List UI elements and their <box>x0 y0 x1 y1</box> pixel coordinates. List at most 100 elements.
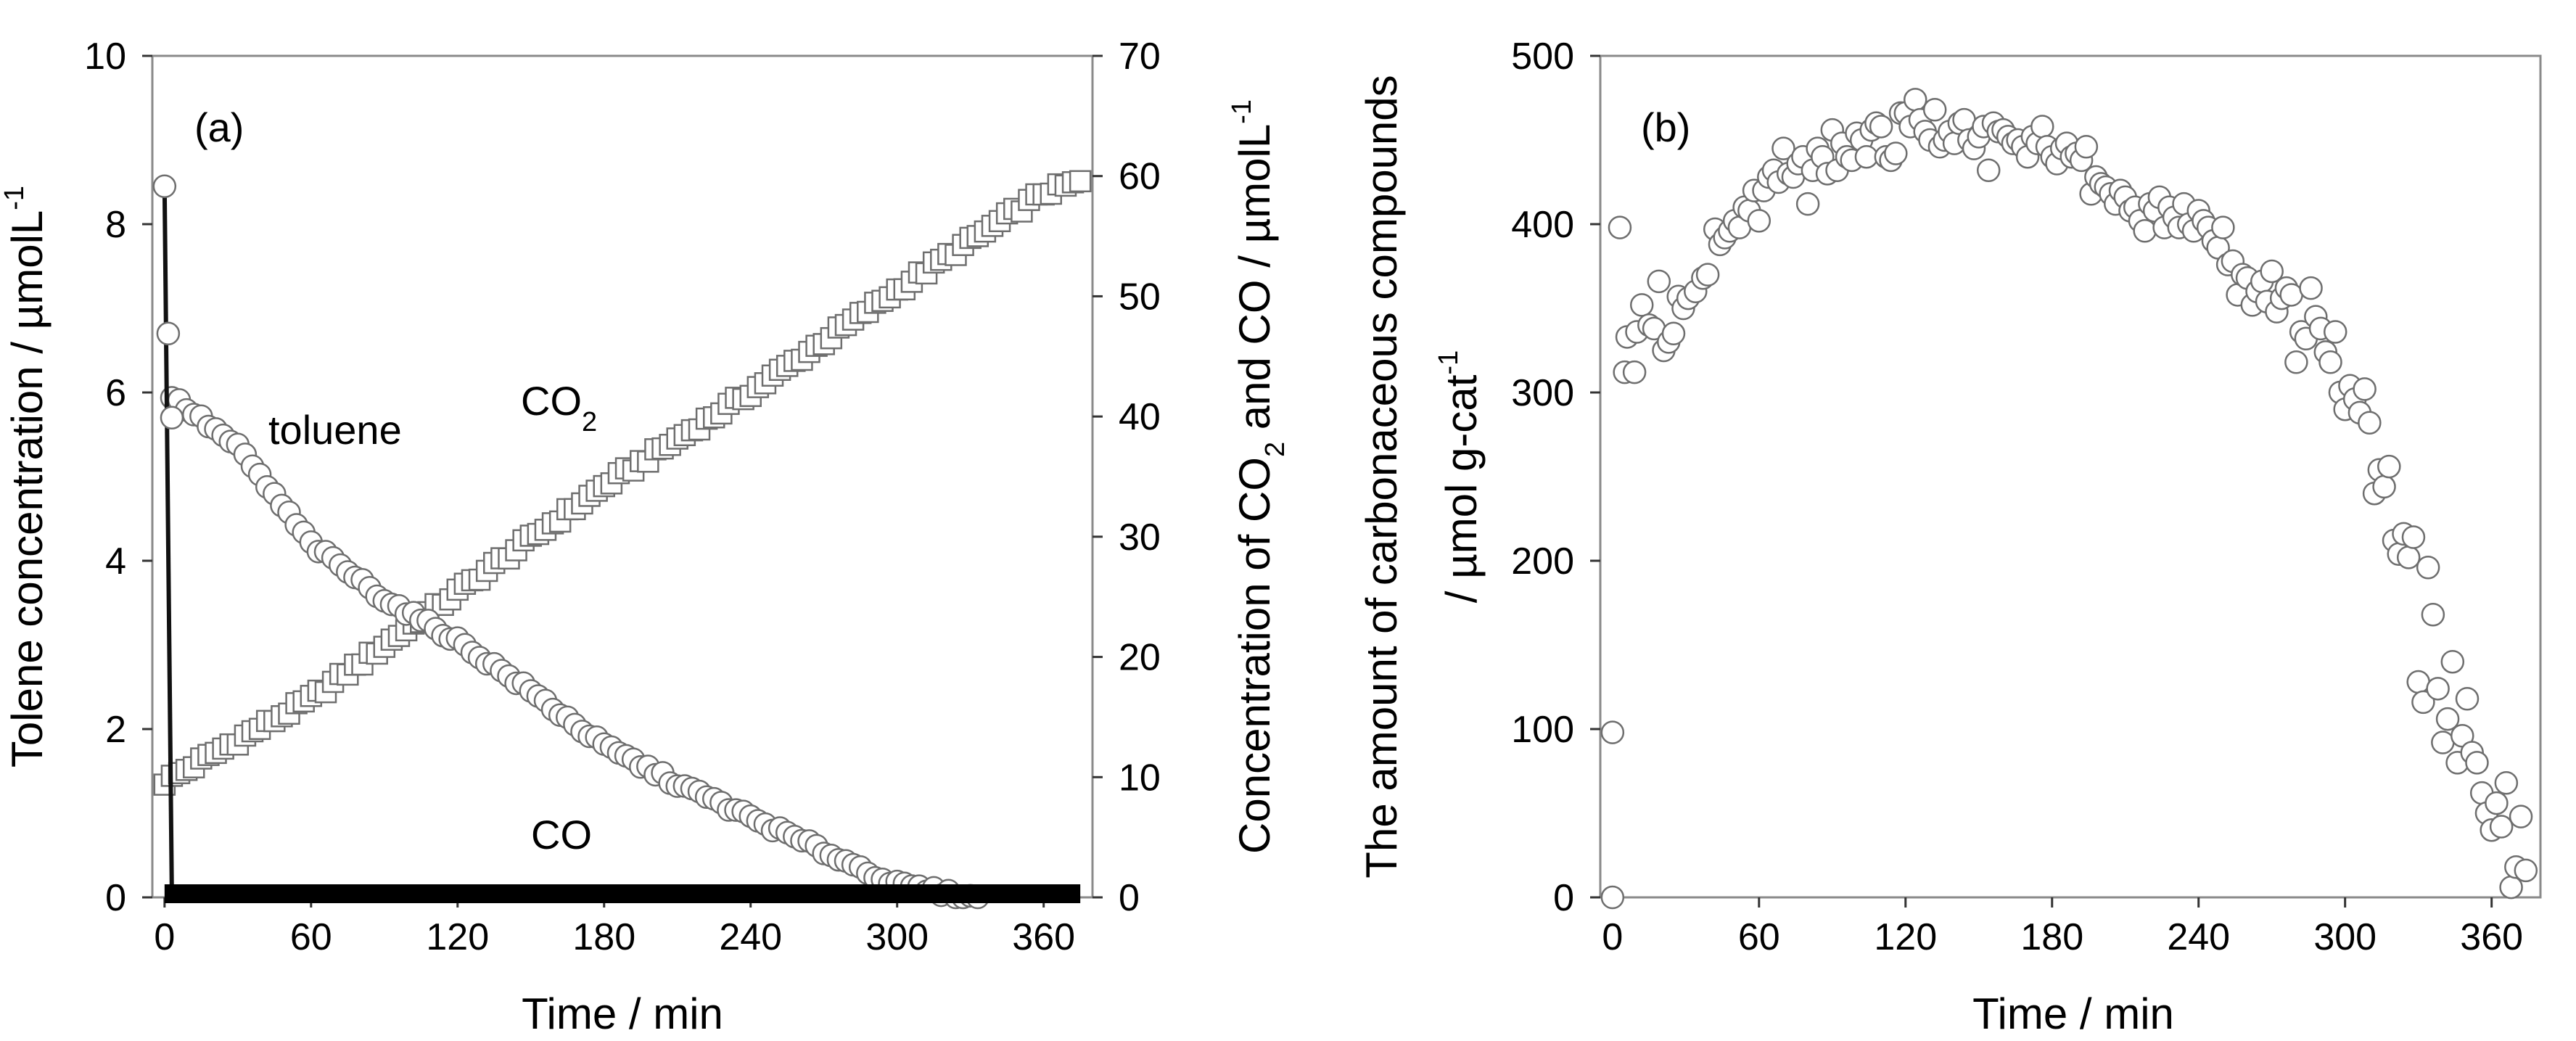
carbonaceous-point <box>1903 88 1927 112</box>
panel-a-x-tick-label: 300 <box>865 916 929 958</box>
co-annotation: CO <box>531 812 592 857</box>
panel-b-y-tick-label: 0 <box>1553 877 1574 919</box>
carbonaceous-point <box>2435 707 2460 731</box>
carbonaceous-point <box>2323 320 2347 344</box>
carbonaceous-point <box>2416 556 2440 580</box>
panel-b-y-tick-label: 500 <box>1511 36 1574 78</box>
carbonaceous-point <box>2133 219 2157 243</box>
carbonaceous-point <box>2431 731 2455 754</box>
panel-a-y-right-tick-label: 30 <box>1119 517 1161 559</box>
panel-b-chart: 0 60 120 180 240 300 360 0 100 200 300 400 500 (b) T… <box>1357 36 2542 1038</box>
panel-b-ticks: 0 60 120 180 240 300 360 0 100 200 300 400 500 <box>1511 36 2523 958</box>
carbonaceous-point <box>1622 360 1647 384</box>
panel-a-x-tick-label: 120 <box>426 916 489 958</box>
panel-a-y-left-label-main: Tolene concentration / µmolL <box>3 210 52 768</box>
panel-a-x-tick-label: 240 <box>719 916 782 958</box>
toluene-point <box>156 321 181 346</box>
toluene-point <box>152 174 177 199</box>
carbonaceous-point <box>2485 791 2509 815</box>
toluene-annotation: toluene <box>268 407 402 453</box>
panel-a-y-tick-label: 10 <box>84 36 126 78</box>
carbonaceous-point <box>2411 690 2435 715</box>
carbonaceous-point <box>2426 677 2450 701</box>
carbonaceous-point <box>2489 815 2514 839</box>
carbonaceous-point <box>2318 350 2342 374</box>
panel-b-x-axis-label: Time / min <box>1972 989 2174 1038</box>
carbonaceous-point <box>1976 158 2001 183</box>
carbonaceous-point <box>2074 135 2099 159</box>
panel-a-y-tick-label: 6 <box>105 372 126 414</box>
panel-a-y-right-label: Concentration of CO2 and CO / µmolL-1 <box>1227 99 1291 854</box>
co2-annotation-main: CO <box>521 378 582 424</box>
panel-a-y-right-label-sup: -1 <box>1227 99 1257 124</box>
panel-b-y-label-line1: The amount of carbonaceous compounds <box>1357 75 1406 878</box>
carbonaceous-point <box>1647 269 1671 294</box>
carbonaceous-point <box>1600 885 1625 910</box>
carbonaceous-point <box>2494 770 2519 795</box>
panel-a-y-right-tick-label: 50 <box>1119 276 1161 318</box>
carbonaceous-point <box>2260 259 2284 284</box>
panel-b-x-tick-label: 240 <box>2167 916 2230 958</box>
panel-a-x-tick-label: 360 <box>1012 916 1075 958</box>
panel-a-y-tick-label: 2 <box>105 709 126 751</box>
carbonaceous-point <box>1854 144 1879 169</box>
panel-a-y-right-tick-label: 10 <box>1119 757 1161 799</box>
carbonaceous-point <box>1695 263 1720 287</box>
panel-b-label: (b) <box>1641 104 1690 150</box>
carbonaceous-point <box>2377 454 2401 479</box>
carbonaceous-point <box>1771 136 1795 160</box>
panel-a-label: (a) <box>194 104 244 150</box>
panel-a-y-right-tick-label: 40 <box>1119 396 1161 438</box>
carbonaceous-point <box>1600 720 1625 744</box>
co2-annotation-sub: 2 <box>582 407 597 437</box>
panel-b-x-tick-label: 360 <box>2460 916 2523 958</box>
panel-b-x-tick-label: 60 <box>1738 916 1780 958</box>
carbonaceous-point <box>2455 686 2480 711</box>
panel-b-plot-frame <box>1599 54 2542 899</box>
panel-b-x-tick-label: 180 <box>2020 916 2083 958</box>
carbonaceous-point <box>2406 670 2430 694</box>
panel-a-x-tick-label: 0 <box>154 916 175 958</box>
panel-a-y-tick-label: 4 <box>105 540 126 583</box>
carbonaceous-point <box>1869 115 1893 139</box>
panel-b-y-tick-label: 100 <box>1511 709 1574 751</box>
carbonaceous-point <box>2509 805 2533 828</box>
panel-a-y-right-tick-label: 0 <box>1119 877 1140 919</box>
panel-a-y-right-label-part1: Concentration of CO <box>1230 457 1279 854</box>
carbonaceous-point <box>2284 350 2308 374</box>
panel-b-y-label-line2: / µmol g-cat-1 <box>1433 350 1486 603</box>
panel-a-y-right-tick-label: 70 <box>1119 36 1161 78</box>
carbonaceous-point <box>1629 293 1654 317</box>
carbonaceous-point <box>2299 276 2323 300</box>
toluene-point <box>160 406 184 430</box>
panel-b-x-tick-label: 0 <box>1602 916 1623 958</box>
carbonaceous-point <box>2211 215 2235 239</box>
panel-a-y-tick-label: 8 <box>105 204 126 246</box>
panel-b-data <box>1600 88 2538 910</box>
panel-a-y-right-label-part2: and CO / µmolL <box>1230 124 1279 442</box>
panel-b-x-tick-label: 120 <box>1874 916 1937 958</box>
panel-b-x-tick-label: 300 <box>2313 916 2377 958</box>
co2-annotation: CO2 <box>521 378 597 437</box>
panel-b-y-tick-label: 300 <box>1511 372 1574 414</box>
panel-a-y-right-label-sub: 2 <box>1260 442 1291 457</box>
carbonaceous-point <box>1747 209 1771 233</box>
co2-point <box>1069 170 1092 193</box>
panel-a-x-tick-label: 180 <box>572 916 635 958</box>
panel-b-y-label-line2-main: / µmol g-cat <box>1437 374 1486 603</box>
panel-a-y-right-tick-label: 20 <box>1119 637 1161 679</box>
carbonaceous-point <box>2396 546 2421 569</box>
carbonaceous-point <box>2440 649 2465 674</box>
panel-a-y-right-tick-label: 60 <box>1119 156 1161 198</box>
carbonaceous-point <box>2030 115 2054 139</box>
carbonaceous-point <box>2421 602 2445 627</box>
carbonaceous-point <box>2353 377 2377 401</box>
carbonaceous-point <box>1795 192 1820 216</box>
panel-a-x-tick-label: 60 <box>290 916 332 958</box>
carbonaceous-point <box>2372 474 2396 499</box>
panel-b-y-label-line2-sup: -1 <box>1433 350 1464 375</box>
carbonaceous-point <box>2279 283 2303 307</box>
panel-a-x-axis-label: Time / min <box>522 989 723 1038</box>
carbonaceous-point <box>1661 321 1686 346</box>
